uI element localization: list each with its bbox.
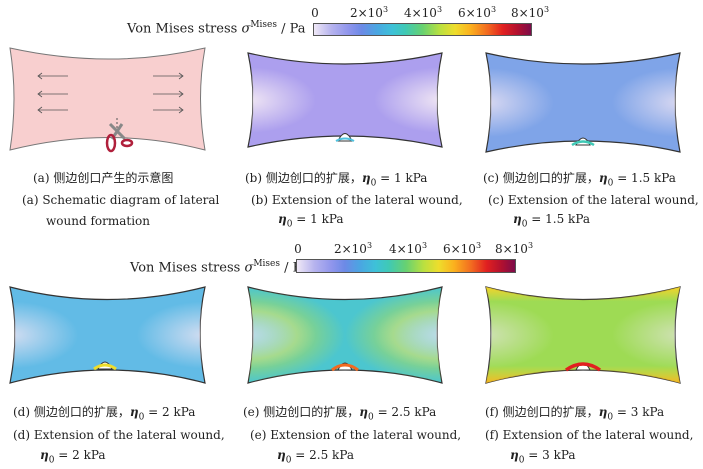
colorbar-top [313,23,532,36]
panel-e-stress-field [247,286,443,384]
caption-b-en-1: (b) Extension of the lateral wound, [251,193,463,207]
colorbar-tick: 6×103 [457,5,497,20]
caption-e-en-1: (e) Extension of the lateral wound, [250,428,462,442]
panel-c-stress-field [485,52,681,153]
arrow-icon [37,72,184,114]
caption-d-cn: (d) 侧边创口的扩展，η0 = 2 kPa [13,405,196,423]
colorbar-top-ticks: 0 2×103 4×103 6×103 8×103 [311,5,549,21]
caption-c-cn: (c) 侧边创口的扩展，η0 = 1.5 kPa [483,171,676,189]
caption-b-cn: (b) 侧边创口的扩展，η0 = 1 kPa [245,171,428,189]
caption-a-en-1: (a) Schematic diagram of lateral [22,193,220,207]
colorbar-top-title: Von Mises stress σMises / Pa [127,20,306,37]
colorbar-tick: 4×103 [403,5,443,20]
colorbar-bottom [296,259,516,273]
panel-b-stress-field [247,52,443,148]
panel-a-schematic [9,47,206,153]
panel-f-stress-field [485,286,681,384]
colorbar-tick: 4×103 [388,241,428,256]
panel-d-stress-field [9,286,206,384]
colorbar-tick: 0 [294,242,302,256]
caption-f-en-1: (f) Extension of the lateral wound, [485,428,694,442]
caption-b-en-2: η0 = 1 kPa [278,212,344,230]
caption-f-cn: (f) 侧边创口的扩展，η0 = 3 kPa [485,405,665,423]
caption-a-en-2: wound formation [46,214,150,228]
colorbar-tick: 2×103 [333,241,373,256]
caption-f-en-2: η0 = 3 kPa [510,448,576,466]
caption-e-en-2: η0 = 2.5 kPa [277,448,355,466]
colorbar-tick: 8×103 [494,241,534,256]
colorbar-bottom-ticks: 0 2×103 4×103 6×103 8×103 [294,241,533,257]
colorbar-tick: 6×103 [442,241,482,256]
caption-c-en-1: (c) Extension of the lateral wound, [488,193,699,207]
colorbar-tick: 8×103 [510,5,550,20]
caption-a-cn: (a) 侧边创口产生的示意图 [33,171,174,185]
colorbar-tick: 0 [311,6,319,20]
caption-e-cn: (e) 侧边创口的扩展，η0 = 2.5 kPa [243,405,437,423]
colorbar-tick: 2×103 [349,5,389,20]
scissors-icon [105,118,134,153]
caption-c-en-2: η0 = 1.5 kPa [513,212,591,230]
caption-d-en-2: η0 = 2 kPa [40,448,106,466]
caption-d-en-1: (d) Extension of the lateral wound, [13,428,225,442]
